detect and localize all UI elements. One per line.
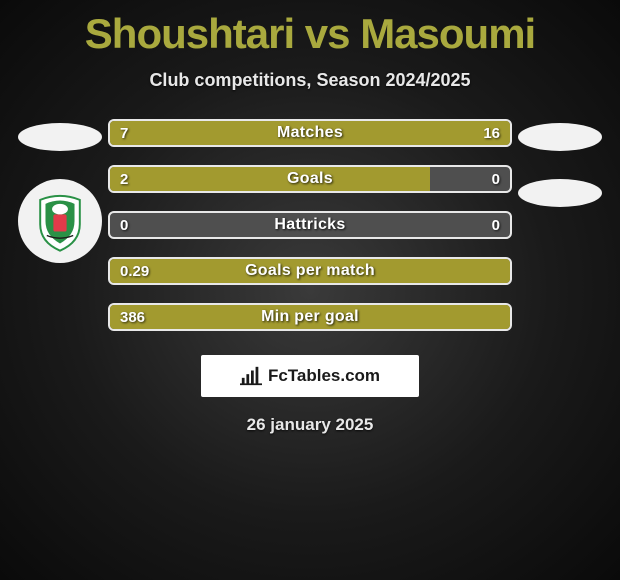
- branding-text: FcTables.com: [268, 366, 380, 386]
- club-crest-icon: [27, 188, 93, 254]
- stat-bar: 0Hattricks0: [108, 211, 512, 239]
- stat-bar: 2Goals0: [108, 165, 512, 193]
- main-container: Shoushtari vs Masoumi Club competitions,…: [0, 0, 620, 580]
- stat-bar: 7Matches16: [108, 119, 512, 147]
- stat-label: Matches: [110, 121, 510, 145]
- left-player-oval: [18, 123, 102, 151]
- stat-label: Goals: [110, 167, 510, 191]
- page-subtitle: Club competitions, Season 2024/2025: [149, 70, 470, 91]
- page-title: Shoushtari vs Masoumi: [85, 10, 535, 58]
- stat-bar: 0.29Goals per match: [108, 257, 512, 285]
- bar-chart-icon: [240, 365, 262, 387]
- right-player-oval-1: [518, 123, 602, 151]
- stat-value-right: 16: [483, 121, 500, 145]
- date-text: 26 january 2025: [247, 415, 374, 435]
- stat-label: Goals per match: [110, 259, 510, 283]
- branding-plate: FcTables.com: [201, 355, 419, 397]
- right-player-oval-2: [518, 179, 602, 207]
- stat-value-right: 0: [492, 167, 500, 191]
- left-badge-column: [12, 119, 108, 263]
- left-club-badge: [18, 179, 102, 263]
- stat-label: Min per goal: [110, 305, 510, 329]
- stats-bars-column: 7Matches162Goals00Hattricks00.29Goals pe…: [108, 119, 512, 331]
- right-badge-column: [512, 119, 608, 207]
- stat-bar: 386Min per goal: [108, 303, 512, 331]
- stat-label: Hattricks: [110, 213, 510, 237]
- content-row: 7Matches162Goals00Hattricks00.29Goals pe…: [0, 119, 620, 331]
- stat-value-right: 0: [492, 213, 500, 237]
